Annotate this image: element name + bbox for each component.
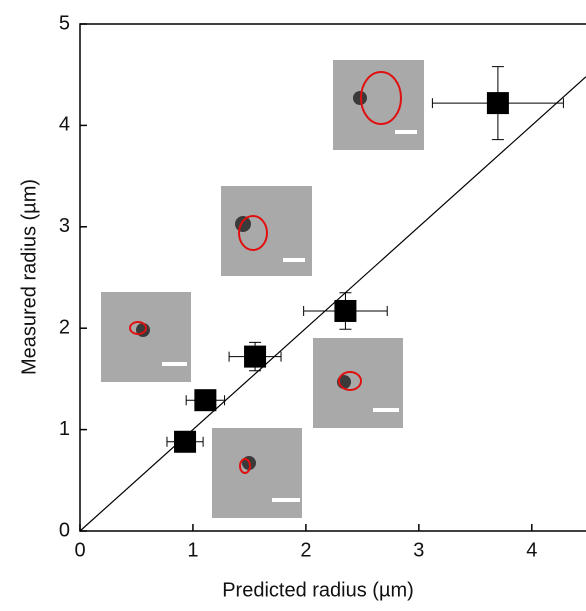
reference-line [79,76,586,532]
inset-image [313,338,403,428]
inset-image [221,186,312,276]
y-tick-label: 1 [59,418,70,440]
x-tick-label: 0 [74,539,85,561]
inset-image [212,428,302,518]
insets [101,60,424,518]
x-axis-label: Predicted radius (µm) [222,579,414,601]
x-tick-label: 3 [413,539,424,561]
y-tick-label: 5 [59,12,70,34]
data-point [194,389,217,412]
y-tick-label: 2 [59,316,70,338]
x-tick-label: 2 [300,539,311,561]
data-point [486,92,509,115]
data-point [244,345,267,368]
inset-image [333,60,424,150]
data-point [174,430,197,453]
y-tick-label: 4 [59,114,70,136]
y-axis-label: Measured radius (µm) [18,179,40,375]
data-point [334,299,357,322]
x-tick-label: 1 [187,539,198,561]
inset-image [101,292,191,382]
plot-frame [79,23,586,532]
y-tick-label: 0 [59,519,70,541]
x-tick-label: 4 [526,539,537,561]
y-tick-label: 3 [59,215,70,237]
